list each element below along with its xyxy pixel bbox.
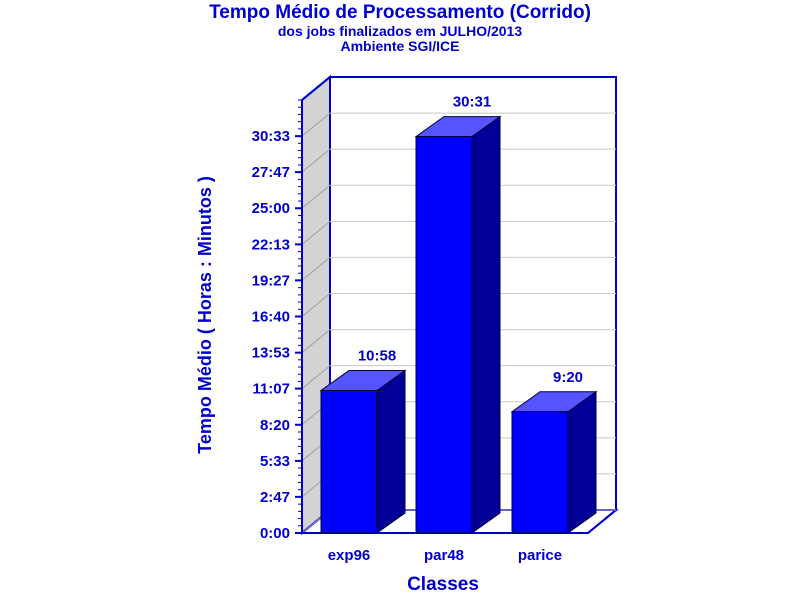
y-tick-label: 13:53	[252, 345, 290, 362]
x-tick-label: par48	[424, 547, 464, 564]
gridline-wall	[301, 365, 331, 389]
gridline-wall	[301, 148, 331, 173]
y-tick-label: 16:40	[252, 308, 290, 325]
bar-side	[471, 115, 501, 534]
y-tick-label: 19:27	[252, 272, 290, 289]
title-block: Tempo Médio de Processamento (Corrido) d…	[0, 2, 800, 54]
bar-side	[376, 369, 406, 534]
x-tick-label: parice	[518, 547, 562, 564]
y-tick-label: 11:07	[252, 381, 290, 398]
bar-value-label: 9:20	[553, 369, 583, 386]
top-left-edge	[301, 76, 331, 101]
y-tick-label: 22:13	[252, 236, 290, 253]
y-tick-label: 2:47	[260, 489, 290, 506]
bar-value-label: 30:31	[453, 94, 491, 111]
gridline-wall	[301, 221, 331, 245]
bar-side	[567, 390, 597, 534]
chart-title: Tempo Médio de Processamento (Corrido)	[209, 2, 591, 23]
bar	[415, 136, 473, 534]
x-axis-label: Classes	[407, 574, 479, 595]
gridline-wall	[301, 184, 331, 209]
bar	[320, 390, 378, 534]
right-floor-edge	[587, 509, 617, 534]
gridline-wall	[301, 112, 331, 137]
bar-value-label: 10:58	[358, 348, 396, 365]
y-tick-label: 0:00	[260, 525, 290, 542]
y-tick-label: 8:20	[260, 417, 290, 434]
chart-subtitle-line-2: Ambiente SGI/ICE	[340, 38, 460, 54]
x-tick-label: exp96	[328, 547, 371, 564]
gridline-wall	[301, 329, 331, 354]
gridline-wall	[301, 256, 331, 281]
gridline-wall	[301, 293, 331, 317]
y-axis-label: Tempo Médio ( Horas : Minutos )	[195, 176, 215, 454]
bar	[511, 411, 569, 534]
chart-subtitle-line-1: dos jobs finalizados em JULHO/2013	[277, 23, 523, 39]
y-tick-label: 30:33	[252, 128, 290, 145]
y-tick-label: 27:47	[252, 164, 290, 181]
y-tick-label: 25:00	[252, 200, 290, 217]
y-tick-label: 5:33	[260, 453, 290, 470]
